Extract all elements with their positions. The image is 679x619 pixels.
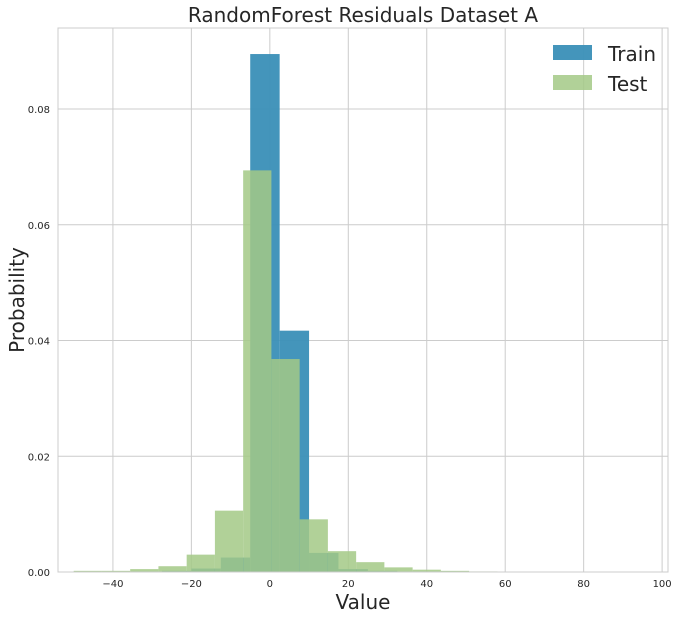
x-tick-label: 80 — [577, 579, 590, 590]
x-tick-label: 0 — [267, 579, 273, 590]
bar-test — [356, 562, 385, 572]
x-tick-label: 20 — [342, 579, 355, 590]
y-tick-label: 0.04 — [28, 337, 50, 348]
bar-test — [243, 170, 272, 572]
bar-test — [186, 554, 215, 572]
bar-test — [412, 569, 441, 572]
y-tick-label: 0.08 — [28, 105, 50, 116]
legend-swatch-test — [553, 75, 592, 90]
bar-test — [101, 570, 131, 572]
bar-test — [214, 510, 244, 572]
bar-test — [384, 567, 413, 572]
legend-swatch-train — [553, 45, 592, 60]
x-tick-label: 40 — [420, 579, 433, 590]
x-tick-label: 60 — [499, 579, 512, 590]
x-tick-label: −40 — [102, 579, 123, 590]
y-axis-label: Probability — [5, 247, 29, 353]
test-series-bars — [73, 170, 498, 572]
bar-test — [158, 566, 187, 572]
legend-label-train: Train — [607, 42, 656, 66]
plot-area — [58, 28, 668, 572]
x-tick-label: 100 — [653, 579, 672, 590]
bar-test — [271, 359, 300, 572]
y-tick-label: 0.02 — [28, 452, 50, 463]
plot-frame — [57, 27, 669, 573]
legend: Train Test — [553, 42, 656, 96]
y-tick-label: 0.06 — [28, 221, 50, 232]
bar-test — [73, 570, 102, 572]
y-tick-label: 0.00 — [28, 568, 50, 579]
y-axis-ticks: 0.00 0.02 0.04 0.06 0.08 — [28, 105, 50, 579]
x-tick-label: −20 — [181, 579, 202, 590]
chart-title: RandomForest Residuals Dataset A — [188, 3, 538, 27]
bar-test — [130, 569, 159, 572]
bar-test — [327, 551, 357, 572]
legend-label-test: Test — [607, 72, 648, 96]
x-axis-label: Value — [336, 590, 391, 614]
bar-test — [299, 519, 328, 572]
x-axis-ticks: −40 −20 0 20 40 60 80 100 — [102, 579, 671, 590]
bar-test — [440, 570, 470, 572]
